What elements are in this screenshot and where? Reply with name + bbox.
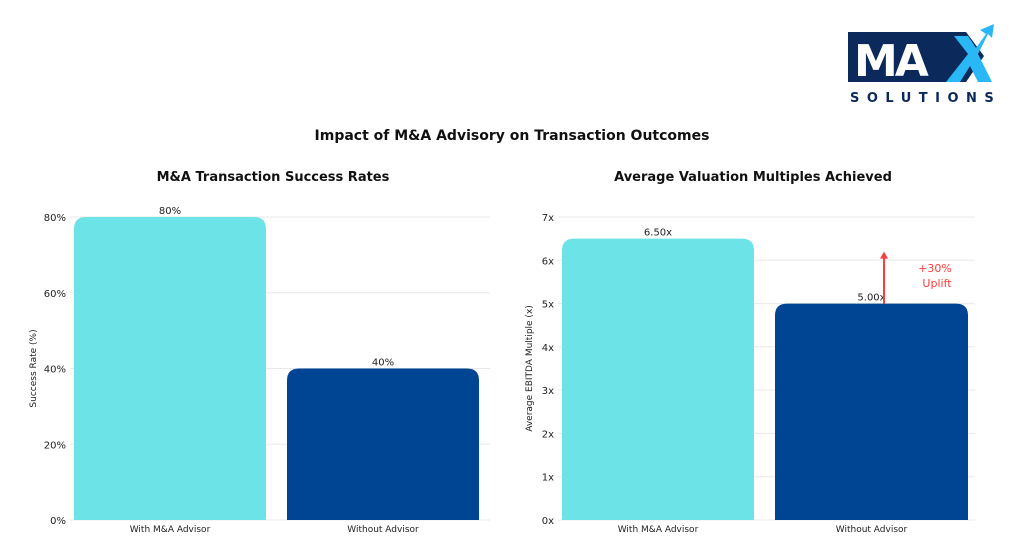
chart-title: M&A Transaction Success Rates — [157, 170, 390, 185]
y-tick-label: 40% — [44, 365, 66, 376]
y-tick-label: 60% — [44, 289, 66, 300]
success-rate-chart: M&A Transaction Success Rates 0% 20% 40% 60%… — [29, 170, 490, 535]
chart-title: Average Valuation Multiples Achieved — [614, 170, 892, 185]
uplift-label: Uplift — [922, 277, 952, 290]
x-tick-label: With M&A Advisor — [130, 525, 211, 535]
uplift-arrowhead-icon — [880, 251, 888, 259]
y-tick-label: 0% — [50, 516, 66, 527]
bar-with-advisor — [74, 217, 266, 520]
y-tick-label: 2x — [542, 429, 554, 440]
svg-text:MA: MA — [854, 36, 929, 87]
x-tick-label: Without Advisor — [836, 525, 908, 535]
y-tick-label: 5x — [542, 300, 554, 311]
data-label: 40% — [372, 358, 394, 369]
x-tick-label: Without Advisor — [347, 525, 419, 535]
bar-without-advisor — [287, 368, 479, 520]
main-title: Impact of M&A Advisory on Transaction Ou… — [315, 128, 710, 144]
y-tick-label: 0x — [542, 516, 554, 527]
y-tick-label: 6x — [542, 256, 554, 267]
bar-with-advisor — [562, 238, 754, 520]
y-tick-label: 3x — [542, 386, 554, 397]
data-label: 6.50x — [644, 228, 672, 239]
y-axis-label: Average EBITDA Multiple (x) — [525, 305, 535, 432]
valuation-multiple-chart: Average Valuation Multiples Achieved 0x 1x… — [525, 170, 975, 535]
data-label: 80% — [159, 206, 181, 217]
uplift-percent: +30% — [918, 262, 952, 275]
y-tick-label: 7x — [542, 213, 554, 224]
y-tick-label: 1x — [542, 473, 554, 484]
y-tick-label: 20% — [44, 440, 66, 451]
y-tick-label: 80% — [44, 213, 66, 224]
svg-text:SOLUTIONS: SOLUTIONS — [850, 91, 996, 106]
y-axis-label: Success Rate (%) — [29, 329, 39, 407]
bar-without-advisor — [775, 303, 968, 520]
x-tick-label: With M&A Advisor — [618, 525, 699, 535]
max-solutions-logo: MA SOLUTIONS — [848, 24, 996, 106]
data-label: 5.00x — [857, 293, 885, 304]
y-tick-label: 4x — [542, 343, 554, 354]
